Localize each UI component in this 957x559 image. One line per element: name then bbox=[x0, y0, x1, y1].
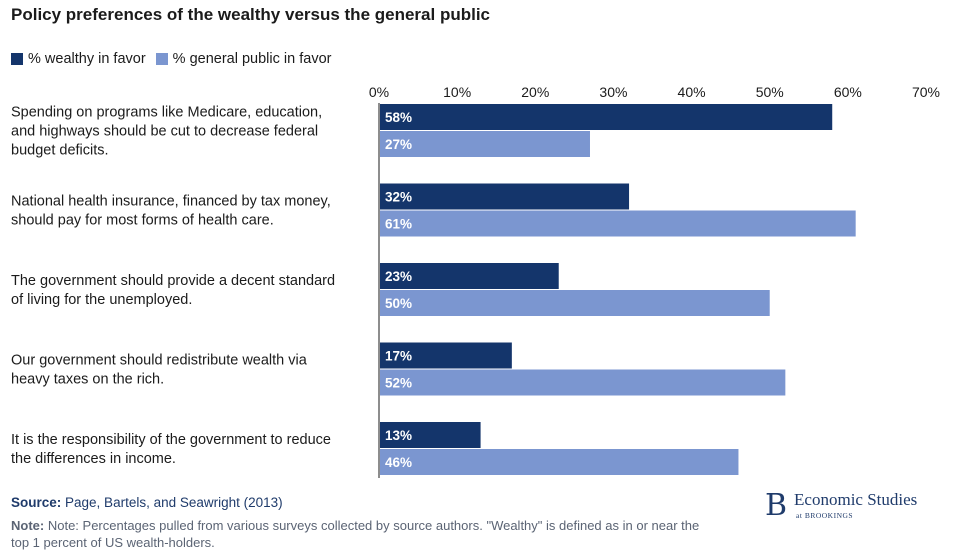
legend-item-wealthy: % wealthy in favor bbox=[11, 51, 146, 67]
logo-sub: at BROOKINGS bbox=[796, 511, 854, 520]
bar-public bbox=[380, 369, 786, 396]
data-label: 23% bbox=[385, 269, 412, 284]
category-label-line: should pay for most forms of health care… bbox=[11, 213, 274, 229]
brookings-logo: B Economic Studies at BROOKINGS bbox=[765, 491, 917, 521]
data-label: 17% bbox=[385, 349, 412, 364]
category-label: Our government should redistribute wealt… bbox=[11, 353, 308, 388]
legend-label-public: % general public in favor bbox=[172, 51, 332, 67]
bar-public bbox=[380, 210, 856, 237]
category-label: Spending on programs like Medicare, educ… bbox=[11, 105, 322, 159]
bar-wealthy bbox=[380, 104, 833, 130]
category-label-line: It is the responsibility of the governme… bbox=[11, 432, 331, 448]
x-tick-label: 20% bbox=[521, 84, 549, 100]
category-label-line: Spending on programs like Medicare, educ… bbox=[11, 105, 322, 121]
x-tick-label: 50% bbox=[756, 84, 784, 100]
bar-public bbox=[380, 131, 590, 157]
data-label: 61% bbox=[385, 217, 412, 232]
category-label-line: National health insurance, financed by t… bbox=[11, 194, 331, 210]
category-label-line: heavy taxes on the rich. bbox=[11, 372, 164, 388]
x-tick-label: 10% bbox=[443, 84, 471, 100]
legend-item-public: % general public in favor bbox=[155, 51, 332, 67]
x-tick-label: 0% bbox=[369, 84, 389, 100]
bar-wealthy bbox=[380, 342, 512, 369]
category-label-line: of living for the unemployed. bbox=[11, 292, 192, 308]
bar-public bbox=[380, 290, 770, 316]
data-label: 58% bbox=[385, 110, 412, 125]
note-label: Note: bbox=[11, 518, 45, 533]
category-label: National health insurance, financed by t… bbox=[11, 194, 331, 229]
category-label-line: Our government should redistribute wealt… bbox=[11, 353, 308, 369]
legend-label-wealthy: % wealthy in favor bbox=[28, 51, 146, 67]
x-tick-label: 40% bbox=[678, 84, 706, 100]
bar-wealthy bbox=[380, 263, 559, 289]
source-line: Source: Page, Bartels, and Seawright (20… bbox=[11, 495, 283, 510]
source-text: Page, Bartels, and Seawright (2013) bbox=[65, 495, 283, 510]
logo-text: Economic Studies at BROOKINGS bbox=[794, 490, 918, 521]
note-line: Note: Note: Percentages pulled from vari… bbox=[11, 517, 711, 551]
data-label: 13% bbox=[385, 428, 412, 443]
category-label: It is the responsibility of the governme… bbox=[11, 432, 331, 467]
data-label: 27% bbox=[385, 137, 412, 152]
data-label: 46% bbox=[385, 455, 412, 470]
category-label-line: the differences in income. bbox=[11, 451, 176, 467]
x-tick-label: 70% bbox=[912, 84, 940, 100]
category-label-line: and highways should be cut to decrease f… bbox=[11, 124, 318, 140]
bar-wealthy bbox=[380, 422, 481, 448]
bar-wealthy bbox=[380, 183, 630, 210]
legend-swatch-wealthy bbox=[11, 53, 23, 65]
category-label-line: budget deficits. bbox=[11, 143, 109, 159]
x-tick-label: 60% bbox=[834, 84, 862, 100]
chart-title: Policy preferences of the wealthy versus… bbox=[11, 5, 490, 24]
chart-legend: % wealthy in favor % general public in f… bbox=[11, 51, 341, 67]
source-label: Source: bbox=[11, 495, 62, 510]
legend-swatch-public bbox=[155, 53, 168, 65]
category-label: The government should provide a decent s… bbox=[11, 273, 335, 308]
logo-name: Economic Studies bbox=[794, 490, 918, 509]
data-label: 32% bbox=[385, 190, 412, 205]
category-label-line: The government should provide a decent s… bbox=[11, 273, 335, 289]
bar-public bbox=[380, 449, 739, 475]
data-label: 50% bbox=[385, 296, 412, 311]
x-tick-label: 30% bbox=[599, 84, 627, 100]
note-text: Note: Percentages pulled from various su… bbox=[11, 518, 700, 550]
logo-letter: B bbox=[765, 488, 788, 523]
data-label: 52% bbox=[385, 376, 412, 391]
